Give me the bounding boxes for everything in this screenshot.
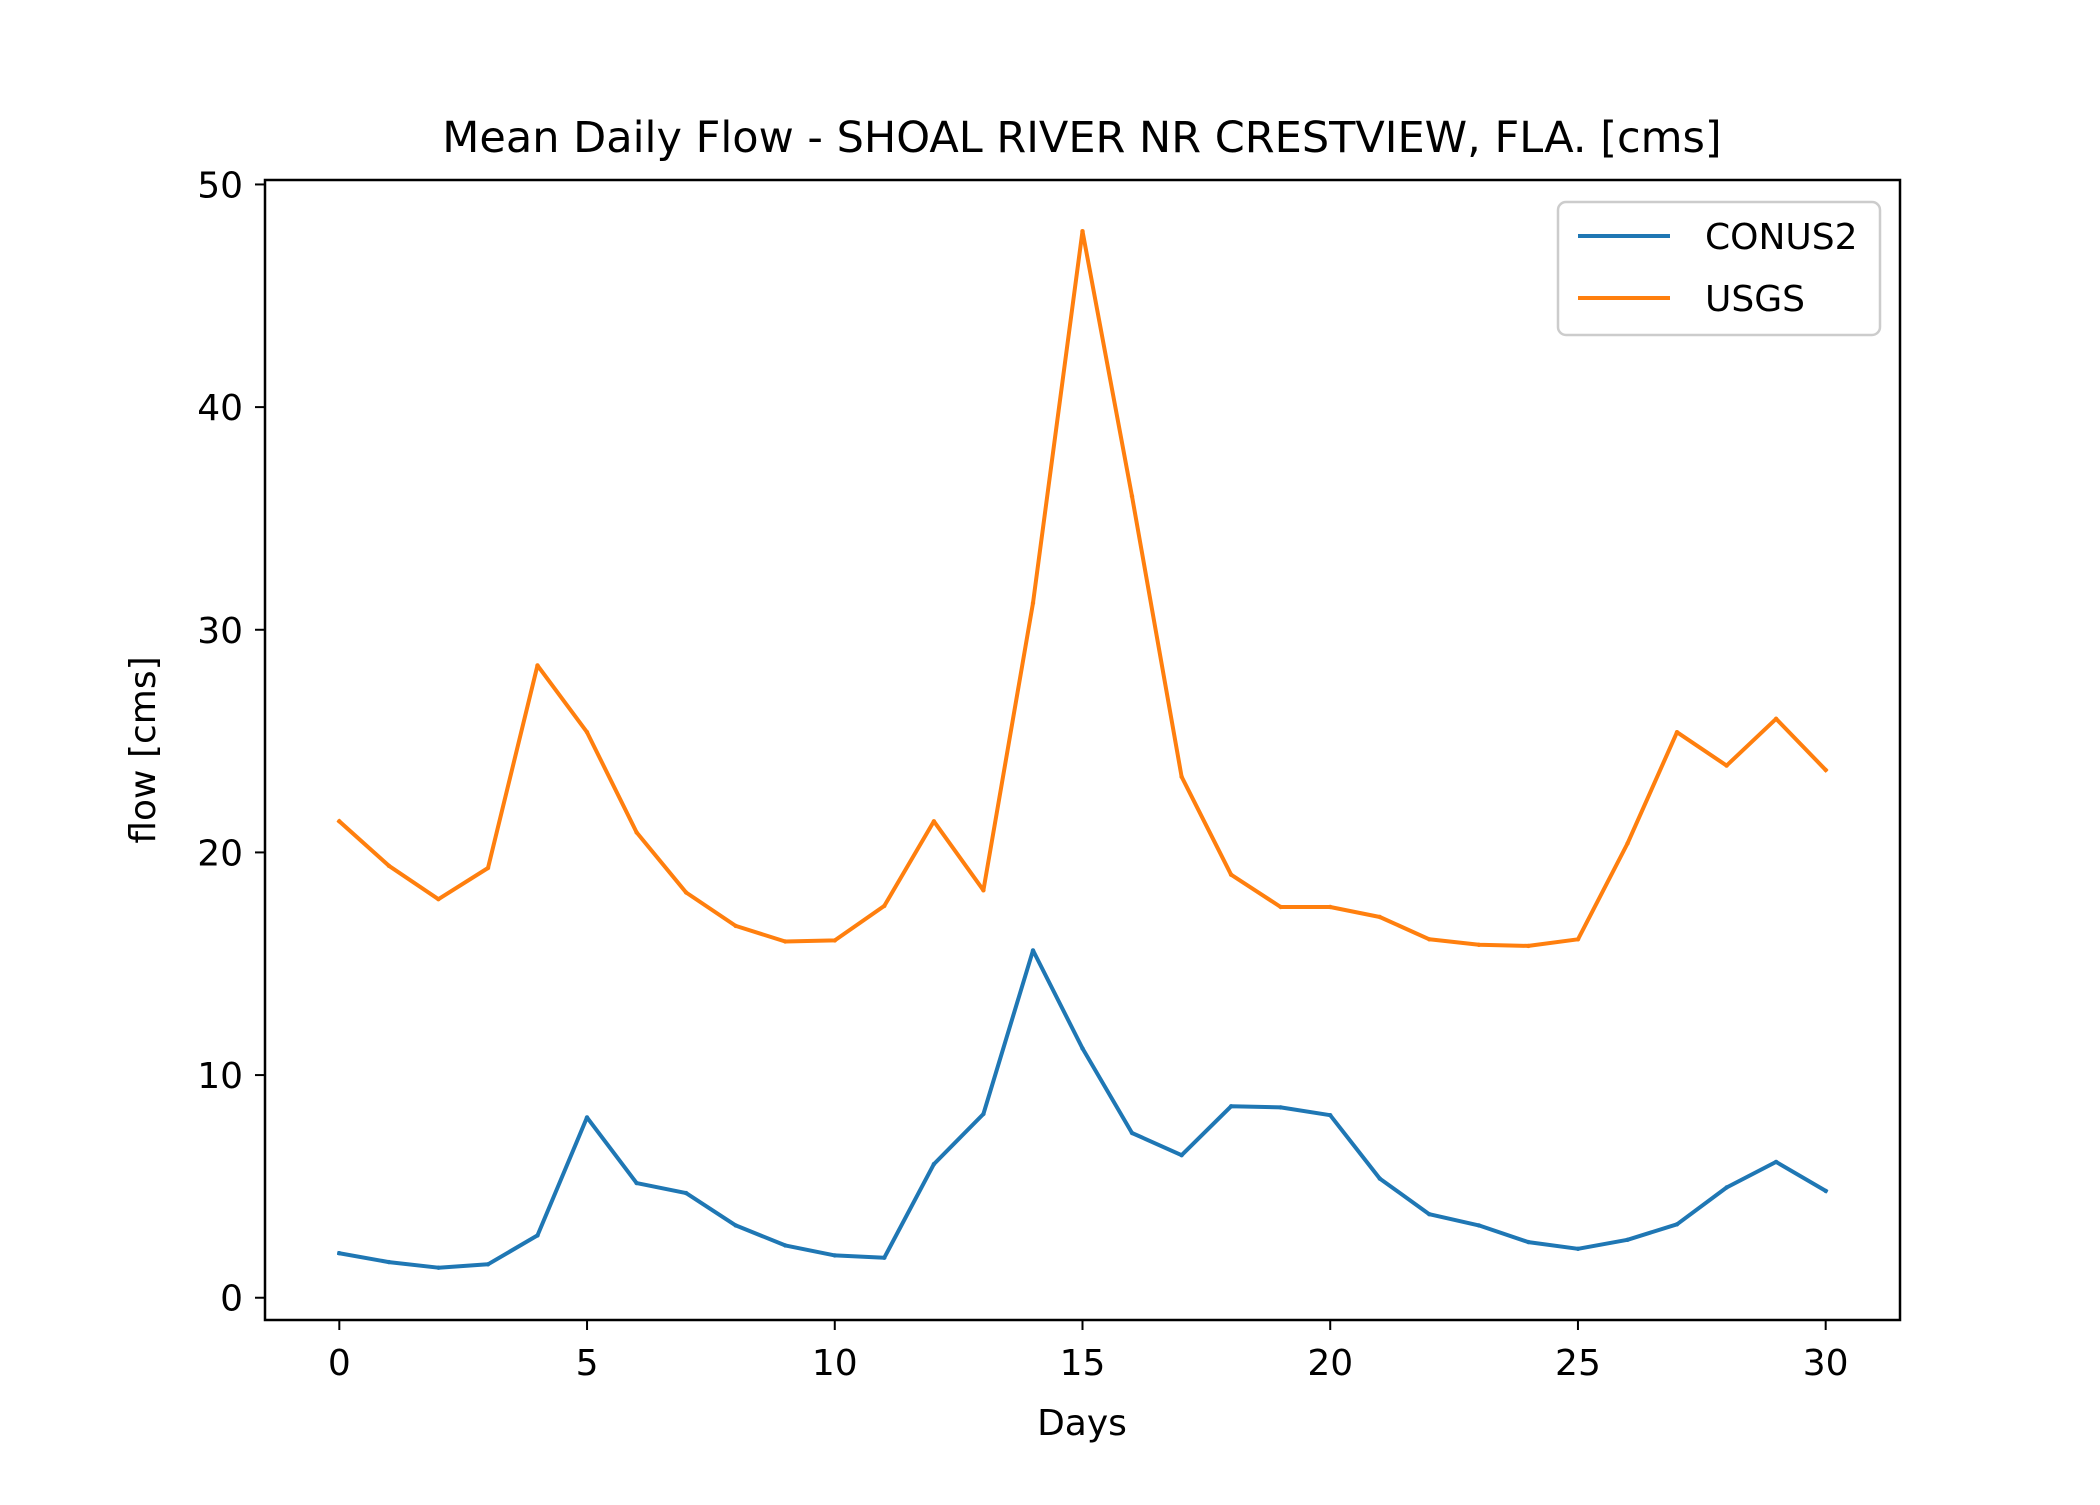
- axis-ticks: 0 5 10 15 20 25 30 0 10 20 30 40 50: [197, 165, 1848, 1384]
- data-point-conus2: [1773, 1159, 1779, 1165]
- data-point-usgs: [1179, 774, 1184, 779]
- data-point-conus2: [1674, 1222, 1680, 1227]
- data-point-usgs: [1080, 229, 1085, 234]
- data-point-usgs: [584, 730, 590, 735]
- x-tick-label: 0: [328, 1343, 351, 1384]
- data-point-usgs: [535, 663, 540, 668]
- data-point-conus2: [1575, 1246, 1581, 1252]
- data-point-usgs: [1427, 937, 1432, 942]
- data-point-usgs: [1575, 937, 1581, 942]
- legend: CONUS2 USGS: [1556, 200, 1882, 337]
- data-point-usgs: [337, 819, 342, 824]
- x-tick-label: 5: [576, 1343, 599, 1384]
- data-point-usgs: [1674, 730, 1680, 735]
- y-axis-title: flow [cms]: [123, 656, 164, 843]
- x-tick-label: 10: [812, 1343, 858, 1384]
- data-point-conus2: [485, 1262, 491, 1267]
- x-tick-label: 20: [1307, 1343, 1353, 1384]
- data-point-usgs: [1773, 716, 1779, 721]
- data-point-usgs: [485, 865, 491, 871]
- data-point-conus2: [1476, 1223, 1482, 1228]
- data-point-usgs: [634, 830, 639, 835]
- data-point-conus2: [1823, 1188, 1828, 1194]
- data-point-usgs: [1228, 872, 1234, 877]
- data-point-usgs: [1328, 904, 1333, 910]
- data-point-conus2: [882, 1255, 887, 1260]
- data-point-conus2: [1080, 1046, 1085, 1051]
- data-point-conus2: [535, 1233, 540, 1238]
- plot-area: [336, 229, 1829, 1270]
- y-tick-label: 10: [197, 1056, 243, 1097]
- x-axis-title: Days: [1037, 1403, 1127, 1444]
- data-point-conus2: [1724, 1185, 1729, 1190]
- data-point-usgs: [1129, 494, 1135, 499]
- data-point-conus2: [1228, 1104, 1234, 1109]
- x-tick-label: 25: [1555, 1343, 1601, 1384]
- data-point-conus2: [931, 1161, 937, 1167]
- data-point-usgs: [436, 897, 441, 902]
- data-point-conus2: [1526, 1239, 1531, 1245]
- data-point-usgs: [783, 939, 788, 944]
- data-point-conus2: [1427, 1212, 1432, 1217]
- data-point-conus2: [1030, 948, 1036, 953]
- data-point-usgs: [683, 890, 689, 895]
- data-point-usgs: [931, 819, 937, 824]
- data-point-conus2: [634, 1180, 639, 1186]
- x-tick-label: 15: [1060, 1343, 1106, 1384]
- data-point-usgs: [981, 888, 986, 893]
- x-tick-label: 30: [1803, 1343, 1849, 1384]
- data-point-usgs: [1278, 904, 1283, 910]
- data-point-conus2: [1328, 1113, 1333, 1118]
- data-point-usgs: [386, 863, 392, 868]
- legend-label-conus2: CONUS2: [1705, 217, 1858, 258]
- legend-label-usgs: USGS: [1705, 279, 1805, 320]
- data-point-conus2: [386, 1259, 392, 1265]
- data-point-conus2: [1278, 1105, 1283, 1110]
- data-point-usgs: [882, 903, 887, 909]
- data-point-conus2: [436, 1265, 441, 1270]
- y-tick-label: 40: [197, 388, 243, 429]
- y-tick-label: 20: [197, 833, 243, 874]
- data-point-usgs: [1625, 841, 1630, 846]
- chart-title: Mean Daily Flow - SHOAL RIVER NR CRESTVI…: [442, 113, 1721, 163]
- data-point-conus2: [733, 1223, 738, 1228]
- y-tick-label: 30: [197, 611, 243, 652]
- data-point-conus2: [1625, 1237, 1630, 1243]
- data-point-usgs: [832, 938, 837, 943]
- data-point-conus2: [1179, 1153, 1184, 1158]
- data-point-conus2: [1129, 1130, 1135, 1136]
- data-point-usgs: [733, 923, 738, 929]
- data-point-conus2: [337, 1251, 342, 1256]
- data-point-conus2: [832, 1253, 837, 1258]
- data-point-usgs: [1030, 600, 1036, 606]
- y-tick-label: 0: [220, 1279, 243, 1320]
- data-point-conus2: [981, 1111, 986, 1117]
- data-point-conus2: [683, 1190, 689, 1196]
- data-point-usgs: [1823, 767, 1828, 773]
- data-point-conus2: [584, 1115, 590, 1120]
- y-tick-label: 50: [197, 165, 243, 206]
- data-point-conus2: [1377, 1176, 1383, 1181]
- data-point-usgs: [1476, 942, 1482, 947]
- data-point-usgs: [1724, 763, 1729, 768]
- data-point-conus2: [783, 1243, 788, 1248]
- data-point-usgs: [1526, 943, 1531, 949]
- data-point-usgs: [1377, 914, 1383, 920]
